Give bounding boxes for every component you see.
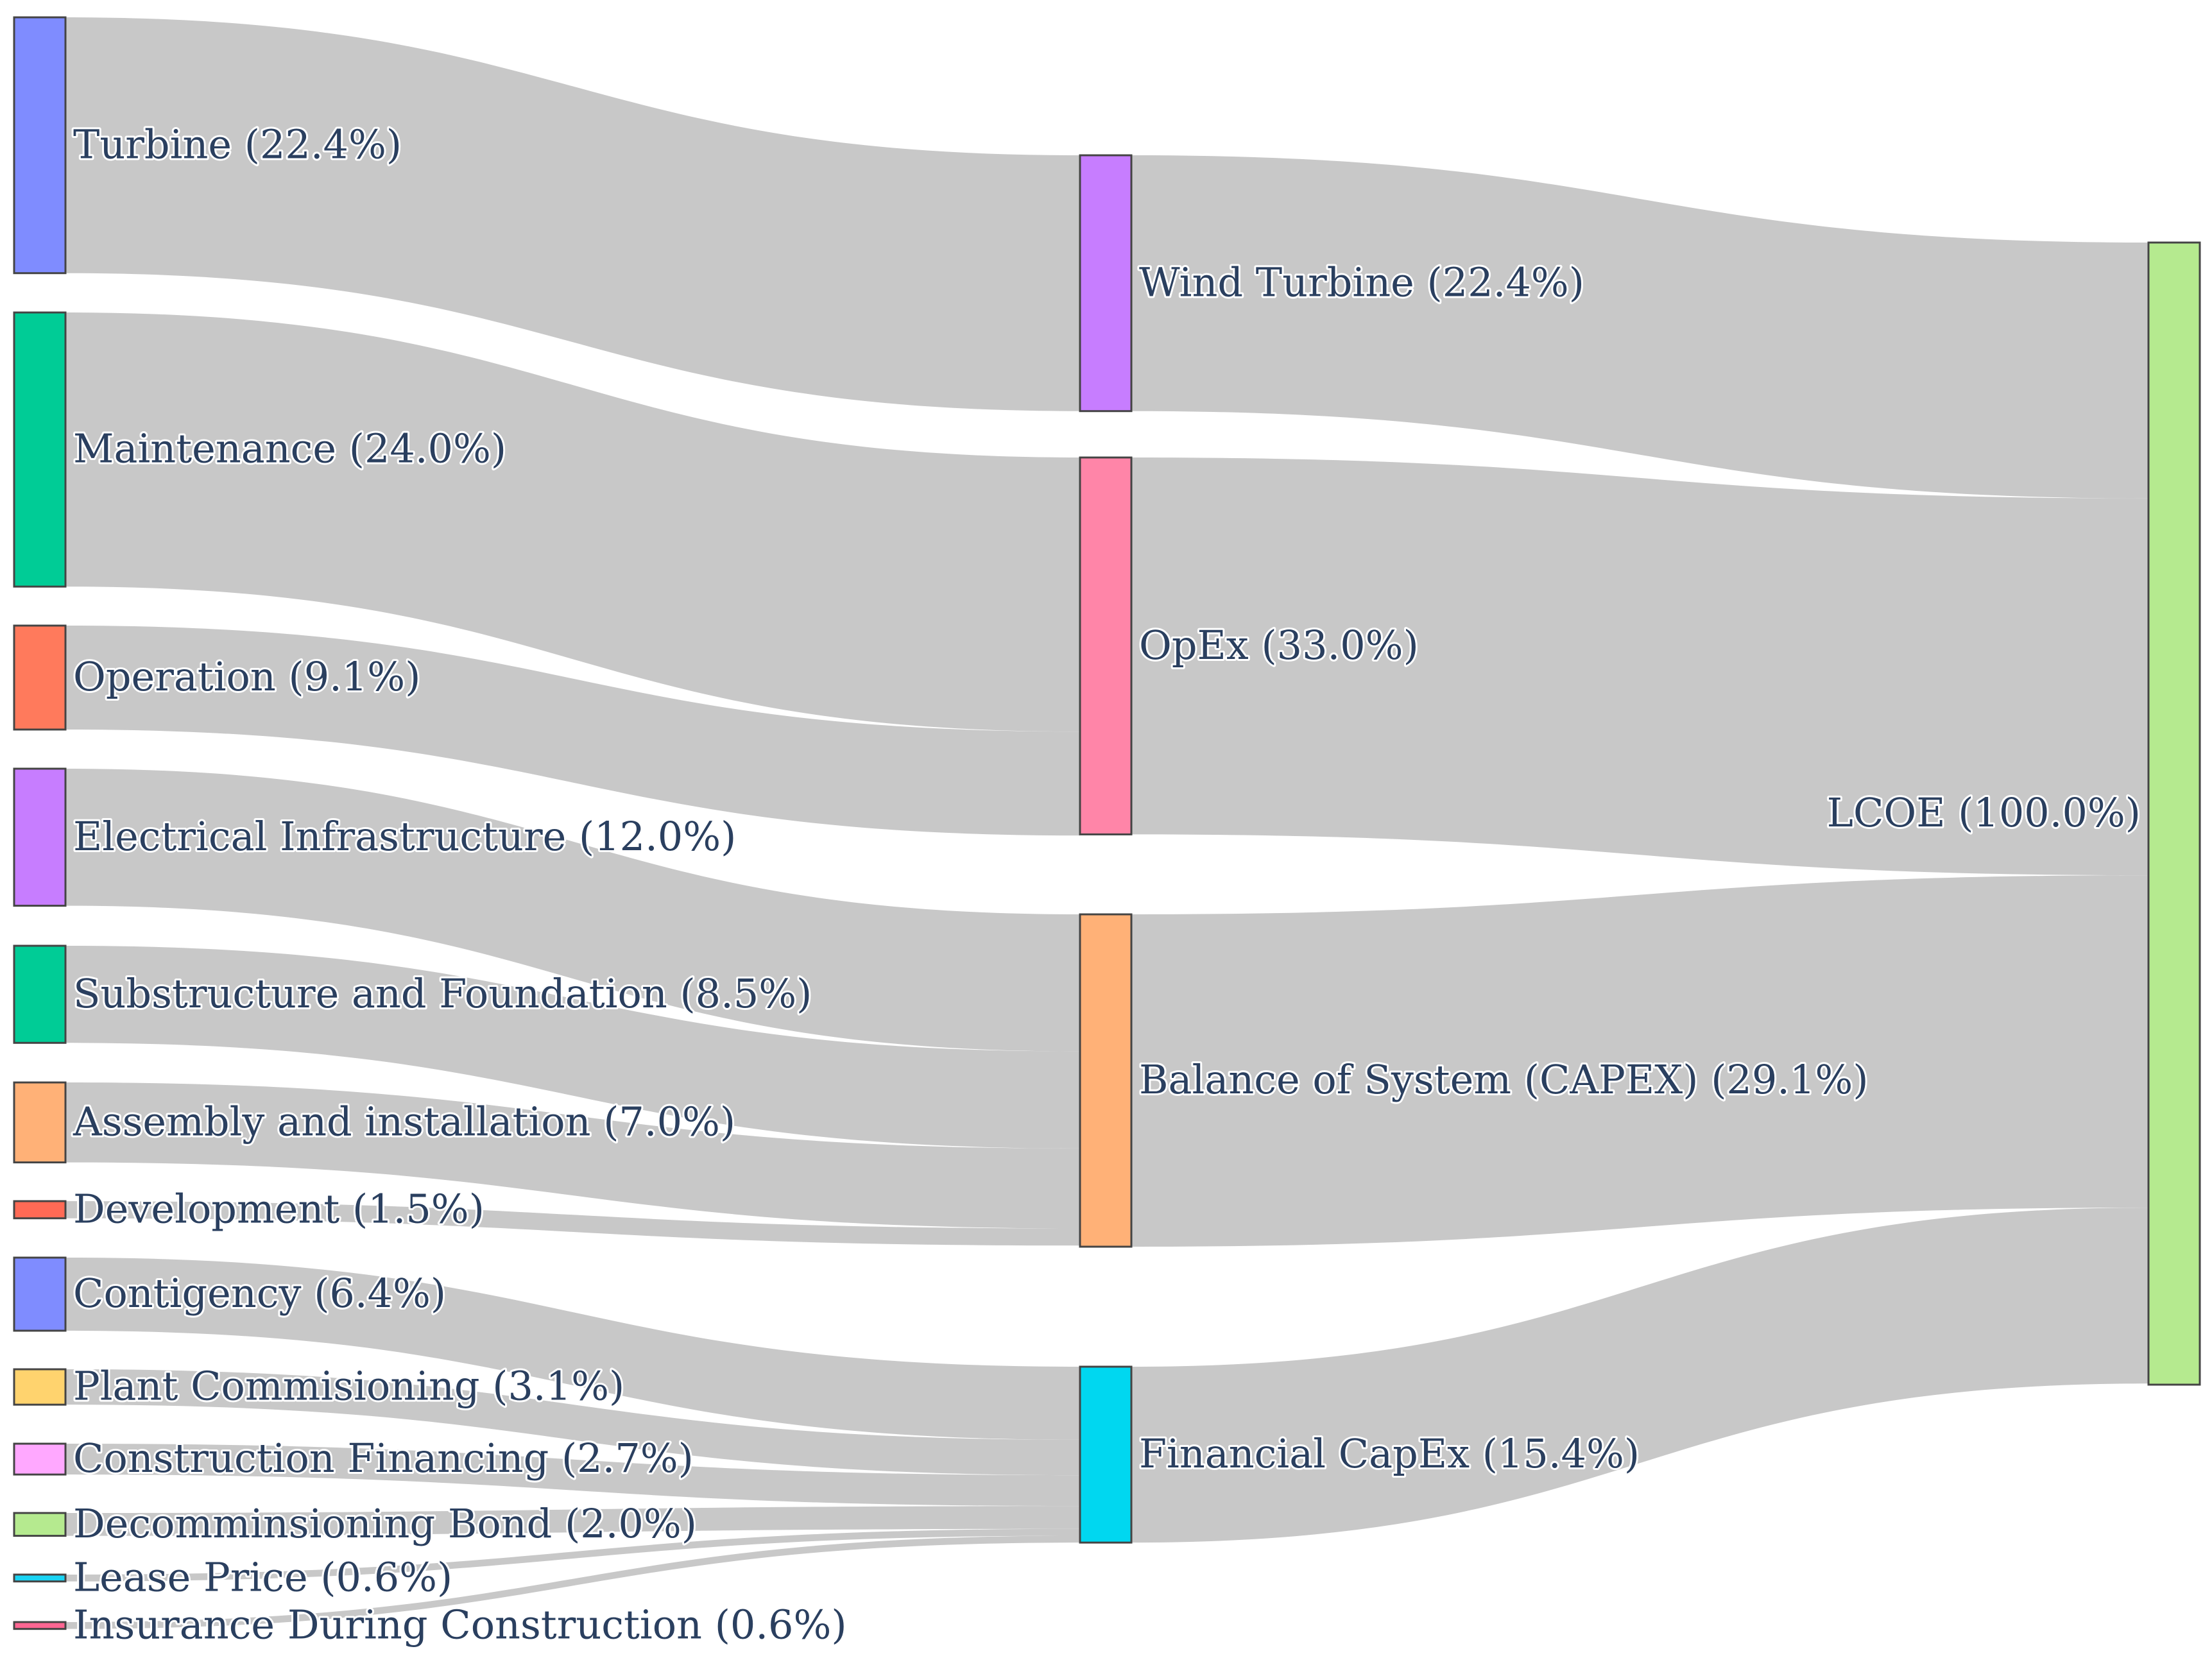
- label-wind_turbine: Wind Turbine (22.4%): [1139, 259, 1584, 305]
- node-maintenance: [13, 311, 67, 588]
- node-substructure: [13, 944, 67, 1044]
- label-lease: Lease Price (0.6%): [73, 1553, 452, 1600]
- label-operation: Operation (9.1%): [73, 653, 420, 700]
- link-development-to-bos: [65, 1201, 1080, 1246]
- label-substructure: Substructure and Foundation (8.5%): [73, 970, 812, 1017]
- label-assembly: Assembly and installation (7.0%): [73, 1098, 735, 1145]
- label-maintenance: Maintenance (24.0%): [73, 425, 506, 472]
- node-development: [13, 1200, 67, 1220]
- label-decommissioning: Decomminsioning Bond (2.0%): [73, 1500, 697, 1547]
- sankey-nodes: [13, 16, 2201, 1630]
- link-wind_turbine-to-lcoe: [1131, 155, 2148, 499]
- link-electrical-to-bos: [65, 769, 1080, 1052]
- label-bos: Balance of System (CAPEX) (29.1%): [1139, 1056, 1869, 1103]
- node-opex: [1079, 456, 1133, 835]
- label-turbine: Turbine (22.4%): [73, 121, 402, 167]
- node-electrical: [13, 767, 67, 907]
- node-operation: [13, 624, 67, 731]
- node-contingency: [13, 1256, 67, 1332]
- sankey-labels: Turbine (22.4%) Maintenance (24.0%) Operat…: [71, 119, 2143, 1650]
- node-bos: [1079, 913, 1133, 1248]
- label-contingency: Contigency (6.4%): [73, 1270, 446, 1317]
- node-insurance: [13, 1621, 67, 1630]
- link-contingency-to-financial: [65, 1258, 1080, 1440]
- link-maintenance-to-opex: [65, 312, 1080, 732]
- link-substructure-to-bos: [65, 946, 1080, 1149]
- sankey-links: [65, 17, 2148, 1629]
- link-decommissioning-to-financial: [65, 1506, 1080, 1536]
- link-lease-to-financial: [65, 1528, 1080, 1582]
- node-financial: [1079, 1365, 1133, 1544]
- node-wind_turbine: [1079, 154, 1133, 413]
- link-commissioning-to-financial: [65, 1369, 1080, 1476]
- label-lcoe: LCOE (100.0%): [1827, 789, 2141, 836]
- node-construction_financing: [13, 1442, 67, 1476]
- label-opex: OpEx (33.0%): [1139, 622, 1419, 669]
- label-construction_financing: Construction Financing (2.7%): [73, 1435, 694, 1482]
- label-development: Development (1.5%): [73, 1185, 484, 1232]
- link-turbine-to-wind_turbine: [65, 17, 1080, 411]
- link-assembly-to-bos: [65, 1082, 1080, 1229]
- label-commissioning: Plant Commisioning (3.1%): [73, 1363, 624, 1410]
- node-lcoe: [2147, 241, 2201, 1386]
- link-construction_financing-to-financial: [65, 1444, 1080, 1507]
- link-opex-to-lcoe: [1131, 457, 2148, 876]
- node-turbine: [13, 16, 67, 275]
- label-insurance: Insurance During Construction (0.6%): [73, 1601, 847, 1648]
- link-insurance-to-financial: [65, 1535, 1080, 1629]
- link-bos-to-lcoe: [1131, 875, 2148, 1247]
- label-electrical: Electrical Infrastructure (12.0%): [73, 813, 736, 860]
- node-decommissioning: [13, 1512, 67, 1537]
- node-commissioning: [13, 1368, 67, 1406]
- node-assembly: [13, 1081, 67, 1164]
- link-financial-to-lcoe: [1131, 1208, 2148, 1543]
- node-lease: [13, 1573, 67, 1583]
- link-operation-to-opex: [65, 626, 1080, 836]
- label-financial: Financial CapEx (15.4%): [1139, 1430, 1640, 1477]
